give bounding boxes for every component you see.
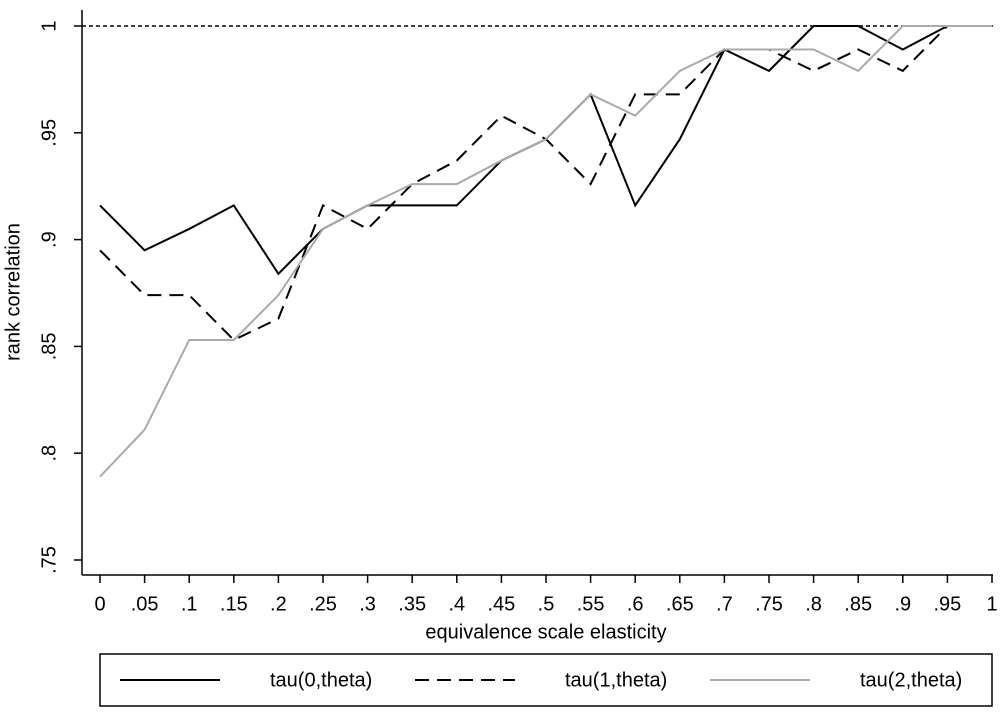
x-tick-label: .7	[716, 593, 733, 615]
x-tick-label: .65	[666, 593, 694, 615]
y-tick-label: .75	[38, 546, 60, 574]
x-tick-label: .4	[448, 593, 465, 615]
y-tick-label: .85	[38, 332, 60, 360]
x-tick-label: .85	[844, 593, 872, 615]
x-tick-label: 0	[94, 593, 105, 615]
x-tick-label: .5	[538, 593, 555, 615]
series-line	[99, 25, 992, 342]
x-tick-label: .55	[577, 593, 605, 615]
y-axis-title: rank correlation	[2, 223, 24, 361]
x-tick-label: .2	[270, 593, 287, 615]
y-tick-label: 1	[38, 20, 60, 31]
x-tick-label: .3	[359, 593, 376, 615]
x-tick-label: 1	[986, 593, 997, 615]
series-line	[99, 25, 992, 478]
legend-label: tau(0,theta)	[270, 669, 372, 691]
legend-label: tau(2,theta)	[860, 669, 962, 691]
legend-label: tau(1,theta)	[565, 669, 667, 691]
y-tick-label: .8	[38, 445, 60, 462]
x-tick-label: .1	[181, 593, 198, 615]
x-tick-label: .95	[933, 593, 961, 615]
y-tick-label: .9	[38, 231, 60, 248]
x-tick-label: .6	[627, 593, 644, 615]
x-tick-label: .45	[487, 593, 515, 615]
x-axis-title: equivalence scale elasticity	[425, 621, 666, 643]
x-tick-label: .9	[894, 593, 911, 615]
x-tick-label: .15	[220, 593, 248, 615]
x-tick-label: .8	[805, 593, 822, 615]
series-line	[99, 25, 992, 276]
x-tick-label: .75	[755, 593, 783, 615]
legend-box	[99, 653, 993, 707]
x-tick-label: .35	[398, 593, 426, 615]
x-tick-label: .05	[131, 593, 159, 615]
x-tick-label: .25	[309, 593, 337, 615]
y-tick-label: .95	[38, 119, 60, 147]
